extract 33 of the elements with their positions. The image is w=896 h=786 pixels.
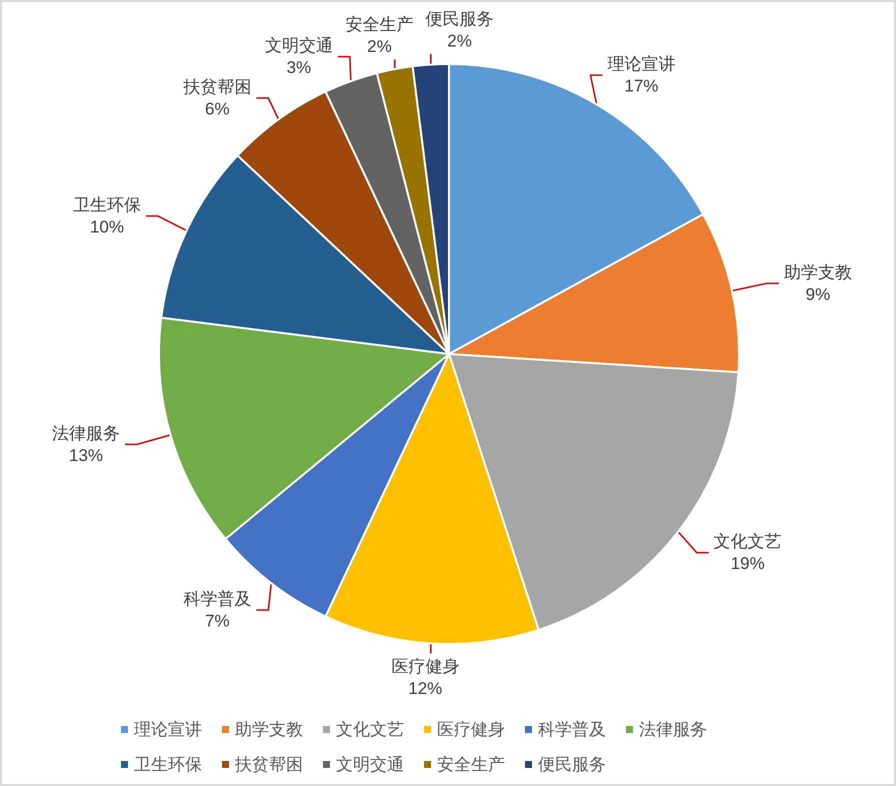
data-label: 17% — [624, 76, 658, 96]
legend-label: 理论宣讲 — [134, 720, 202, 739]
data-label: 2% — [447, 32, 472, 51]
slice-label: 扶贫帮困 — [182, 77, 252, 96]
legend-label: 扶贫帮困 — [234, 755, 303, 774]
legend-label: 助学支教 — [235, 720, 303, 739]
data-label: 13% — [68, 446, 104, 465]
data-label: 3% — [286, 58, 312, 78]
legend-label: 法律服务 — [639, 720, 707, 739]
legend-label: 安全生产 — [437, 755, 505, 774]
slice-label: 安全生产 — [345, 15, 414, 34]
legend-label: 文化文艺 — [336, 720, 404, 739]
slice-label: 文化文艺 — [714, 532, 782, 552]
data-label: 12% — [408, 678, 442, 698]
data-label: 7% — [205, 612, 230, 631]
legend-label: 文明交通 — [336, 755, 404, 774]
data-label: 19% — [730, 554, 765, 574]
slice-label: 文明交通 — [264, 36, 333, 56]
slice-label: 便民服务 — [426, 10, 494, 29]
data-label: 6% — [205, 99, 230, 118]
legend-label: 便民服务 — [538, 755, 606, 774]
slice-label: 法律服务 — [52, 424, 120, 443]
slice-label: 助学支教 — [784, 262, 852, 282]
data-label: 9% — [806, 284, 830, 304]
slice-label: 卫生环保 — [72, 196, 141, 215]
slice-label: 理论宣讲 — [607, 54, 676, 74]
data-label: 10% — [90, 218, 124, 237]
legend-label: 医疗健身 — [437, 720, 505, 739]
slice-label: 科学普及 — [183, 590, 252, 609]
legend-label: 科学普及 — [538, 720, 606, 739]
slice-label: 医疗健身 — [391, 656, 460, 676]
data-label: 2% — [367, 37, 392, 56]
legend-label: 卫生环保 — [134, 755, 202, 774]
